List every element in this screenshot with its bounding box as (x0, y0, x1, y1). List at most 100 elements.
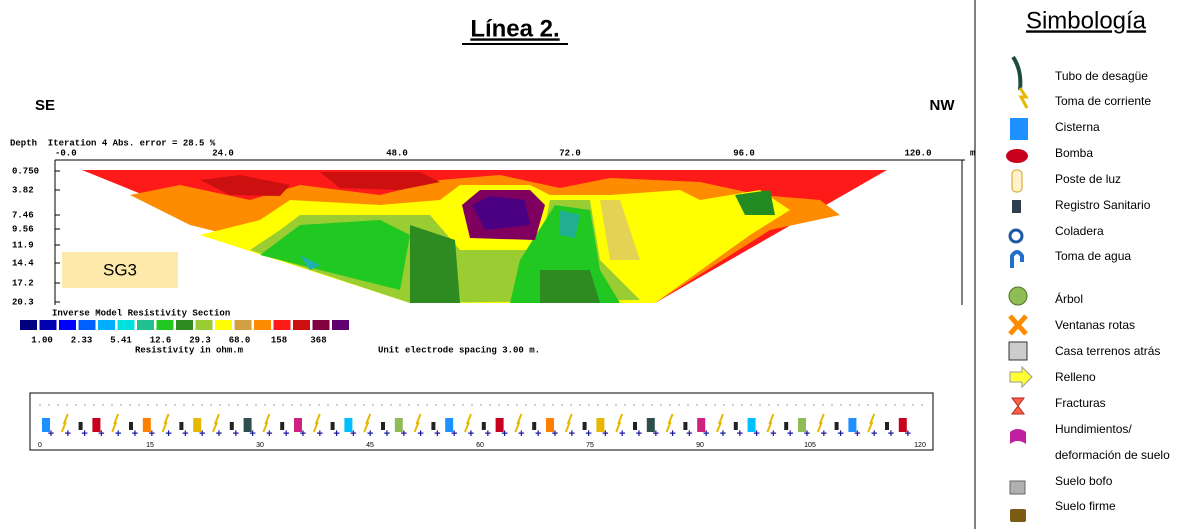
strip-icon (78, 422, 83, 430)
strip-icon (481, 422, 486, 430)
strip-icon (363, 413, 372, 433)
scale-label: 29.3 (189, 335, 211, 345)
strip-icon (646, 418, 655, 432)
strip-dot (777, 404, 779, 406)
strip-plus: + (636, 428, 642, 440)
depth-label: 11.9 (12, 240, 34, 250)
strip-plus: + (468, 428, 474, 440)
x-tick-label: 96.0 (733, 148, 755, 158)
scale-swatch (78, 320, 96, 330)
strip-plus: + (837, 428, 843, 440)
strip-plus: + (787, 428, 793, 440)
x-unit: m (970, 148, 976, 158)
scale-swatch (117, 320, 135, 330)
strip-icon (312, 413, 321, 433)
legend-item: Hundimientos/ (1055, 422, 1132, 436)
strip-dot (534, 404, 536, 406)
section-header: Depth Iteration 4 Abs. error = 28.5 % (10, 138, 216, 148)
strip-plus: + (569, 428, 575, 440)
legend-item: Bomba (1055, 146, 1093, 160)
strip-icon (129, 422, 133, 430)
strip-dot (795, 404, 797, 406)
strip-plus: + (451, 428, 457, 440)
strip-dot (579, 404, 581, 406)
legend-item: Toma de agua (1055, 249, 1131, 263)
strip-dot (498, 404, 500, 406)
strip-dot (156, 404, 158, 406)
strip-plus: + (518, 428, 524, 440)
strip-plus: + (552, 428, 558, 440)
strip-dot (885, 404, 887, 406)
strip-plus: + (703, 428, 709, 440)
strip-dot (543, 404, 545, 406)
strip-icon (766, 413, 775, 433)
strip-plus: + (535, 428, 541, 440)
strip-plus: + (216, 428, 222, 440)
strip-dot (462, 404, 464, 406)
title: Línea 2. (470, 15, 559, 42)
strip-tick: 30 (256, 442, 264, 449)
strip-dot (66, 404, 68, 406)
strip-dot (57, 404, 59, 406)
strip-dot (894, 404, 896, 406)
strip-dot (444, 404, 446, 406)
strip-plus: + (417, 428, 423, 440)
strip-plus: + (384, 428, 390, 440)
strip-dot (246, 404, 248, 406)
strip-dot (111, 404, 113, 406)
scale-swatch (254, 320, 271, 330)
strip-dot (417, 404, 419, 406)
strip-dot (561, 404, 563, 406)
strip-plus: + (854, 428, 860, 440)
strip-dot (633, 404, 635, 406)
strip-icon (733, 422, 738, 430)
scale-swatch (273, 320, 291, 330)
icon-house (1008, 341, 1028, 361)
strip-icon (212, 413, 220, 433)
strip-icon (92, 418, 101, 432)
strip-icon (294, 418, 302, 432)
strip-icon (564, 413, 573, 433)
depth-label: 0.750 (12, 166, 39, 176)
strip-dot (552, 404, 554, 406)
strip-dot (687, 404, 689, 406)
strip-dot (147, 404, 149, 406)
strip-icon (716, 413, 724, 433)
scale-swatch (215, 320, 232, 330)
strip-icon (615, 413, 624, 433)
strip-plus: + (132, 428, 138, 440)
strip-plus: + (905, 428, 911, 440)
strip-dot (291, 404, 293, 406)
strip-dot (48, 404, 50, 406)
icon-registry (1012, 200, 1021, 213)
legend-item: Suelo bofo (1055, 474, 1113, 488)
strip-icon (413, 413, 422, 433)
depth-label: 9.56 (12, 224, 34, 234)
strip-dot (732, 404, 734, 406)
strip-plus: + (115, 428, 121, 440)
survey-strip (29, 392, 934, 451)
scale-label: 12.6 (150, 335, 172, 345)
strip-plus: + (434, 428, 440, 440)
icon-pump (1006, 149, 1028, 163)
strip-icon (532, 422, 537, 430)
strip-plus: + (804, 428, 810, 440)
scale-label: 5.41 (110, 335, 132, 345)
strip-dot (642, 404, 644, 406)
strip-dot (759, 404, 761, 406)
strip-dot (804, 404, 806, 406)
strip-dot (228, 404, 230, 406)
strip-dot (768, 404, 770, 406)
strip-dot (831, 404, 833, 406)
strip-dot (705, 404, 707, 406)
sg3-label: SG3 (103, 260, 137, 279)
strip-plus: + (233, 428, 239, 440)
legend-item: Casa terrenos atrás (1055, 344, 1160, 358)
icon-drain (1011, 55, 1023, 91)
strip-dot (858, 404, 860, 406)
icon-fracture (1011, 397, 1025, 415)
strip-dot (714, 404, 716, 406)
strip-dot (876, 404, 878, 406)
scale-label: 158 (271, 335, 287, 345)
color-scale: 1.00 2.33 5.41 12.6 29.3 68.0 158 368 (20, 320, 349, 345)
